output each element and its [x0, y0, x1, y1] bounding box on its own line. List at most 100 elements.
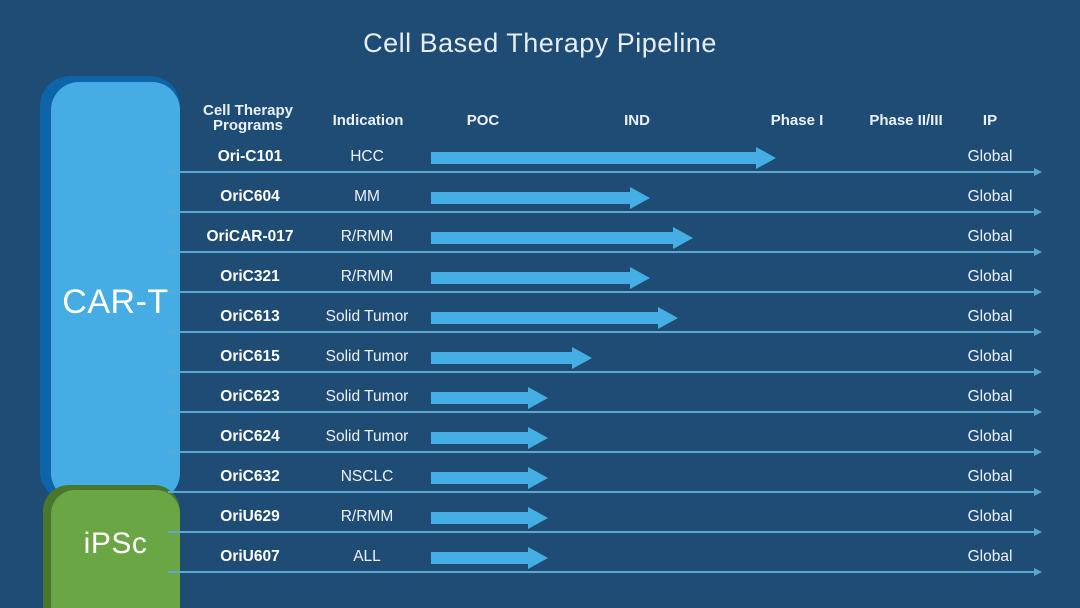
ip-scope-label: Global	[967, 308, 1013, 325]
indication-label: R/RMM	[340, 268, 394, 285]
progress-arrow-bar	[431, 192, 632, 204]
progress-arrow-bar	[431, 552, 530, 564]
pipeline-row: OriC604 MM Global	[0, 178, 1080, 218]
ipsc-group-label: iPSc	[83, 527, 148, 560]
indication-label: R/RMM	[340, 228, 394, 245]
pipeline-row: OriC615 Solid Tumor Global	[0, 338, 1080, 378]
program-name: Ori-C101	[217, 148, 283, 165]
ip-scope-label: Global	[967, 548, 1013, 565]
row-separator-line	[168, 327, 1042, 336]
indication-label: Solid Tumor	[325, 428, 409, 445]
indication-label: Solid Tumor	[325, 308, 409, 325]
progress-arrow-bar	[431, 312, 660, 324]
program-name: OriC632	[220, 468, 280, 485]
indication-label: R/RMM	[340, 508, 394, 525]
ip-scope-label: Global	[967, 428, 1013, 445]
progress-arrow-bar	[431, 432, 530, 444]
progress-arrow-head-icon	[673, 227, 693, 249]
row-separator-arrow-icon	[1034, 527, 1042, 536]
progress-arrow-head-icon	[528, 427, 548, 449]
column-header-programs: Cell Therapy Programs	[203, 103, 293, 133]
ip-scope-label: Global	[967, 508, 1013, 525]
indication-label: NSCLC	[340, 468, 394, 485]
indication-label: HCC	[350, 148, 384, 165]
row-separator-line	[168, 447, 1042, 456]
ip-scope-label: Global	[967, 388, 1013, 405]
progress-arrow-bar	[431, 392, 530, 404]
pipeline-row: OriCAR-017 R/RMM Global	[0, 218, 1080, 258]
ipsc-group-block	[51, 490, 180, 608]
progress-arrow-bar	[431, 232, 675, 244]
indication-label: MM	[354, 188, 380, 205]
row-separator-arrow-icon	[1034, 487, 1042, 496]
indication-label: ALL	[353, 548, 381, 565]
progress-arrow-head-icon	[528, 387, 548, 409]
row-separator-arrow-icon	[1034, 327, 1042, 336]
progress-arrow-head-icon	[630, 267, 650, 289]
column-header-ind: IND	[624, 112, 650, 129]
column-header-indication: Indication	[332, 112, 404, 129]
car-t-group-label: CAR-T	[62, 283, 169, 321]
pipeline-row: OriC632 NSCLC Global	[0, 458, 1080, 498]
column-header-ip: IP	[982, 112, 998, 129]
column-header-phase-i: Phase I	[770, 112, 824, 129]
progress-arrow-head-icon	[756, 147, 776, 169]
row-separator-line	[168, 567, 1042, 576]
column-header-phase-ii-iii: Phase II/III	[869, 112, 943, 129]
indication-label: Solid Tumor	[325, 348, 409, 365]
car-t-group-block	[51, 82, 180, 501]
column-header-poc: POC	[466, 112, 500, 129]
pipeline-row: OriC623 Solid Tumor Global	[0, 378, 1080, 418]
program-name: OriC615	[220, 348, 280, 365]
row-separator-line	[168, 367, 1042, 376]
row-separator-line	[168, 487, 1042, 496]
program-name: OriC613	[220, 308, 280, 325]
ip-scope-label: Global	[967, 228, 1013, 245]
row-separator-arrow-icon	[1034, 447, 1042, 456]
row-separator-arrow-icon	[1034, 287, 1042, 296]
program-name: OriC624	[220, 428, 280, 445]
progress-arrow-head-icon	[528, 467, 548, 489]
row-separator-arrow-icon	[1034, 567, 1042, 576]
ip-scope-label: Global	[967, 468, 1013, 485]
progress-arrow-bar	[431, 272, 632, 284]
pipeline-row: OriU607 ALL Global	[0, 538, 1080, 578]
page-title: Cell Based Therapy Pipeline	[363, 28, 717, 58]
row-separator-arrow-icon	[1034, 407, 1042, 416]
progress-arrow-bar	[431, 472, 530, 484]
column-header-programs-line1: Cell Therapy	[202, 102, 294, 119]
progress-arrow-head-icon	[528, 507, 548, 529]
program-name: OriCAR-017	[206, 228, 294, 245]
pipeline-row: OriU629 R/RMM Global	[0, 498, 1080, 538]
program-name: OriC321	[220, 268, 280, 285]
progress-arrow-bar	[431, 512, 530, 524]
pipeline-row: OriC613 Solid Tumor Global	[0, 298, 1080, 338]
progress-arrow-head-icon	[572, 347, 592, 369]
row-separator-arrow-icon	[1034, 167, 1042, 176]
pipeline-row: OriC321 R/RMM Global	[0, 258, 1080, 298]
ip-scope-label: Global	[967, 348, 1013, 365]
program-name: OriU629	[220, 508, 280, 525]
row-separator-line	[168, 167, 1042, 176]
ip-scope-label: Global	[967, 148, 1013, 165]
row-separator-arrow-icon	[1034, 207, 1042, 216]
row-separator-line	[168, 287, 1042, 296]
program-name: OriC623	[220, 388, 280, 405]
program-name: OriC604	[220, 188, 280, 205]
progress-arrow-head-icon	[630, 187, 650, 209]
pipeline-row: Ori-C101 HCC Global	[0, 138, 1080, 178]
indication-label: Solid Tumor	[325, 388, 409, 405]
progress-arrow-bar	[431, 152, 758, 164]
ip-scope-label: Global	[967, 188, 1013, 205]
row-separator-line	[168, 527, 1042, 536]
row-separator-arrow-icon	[1034, 367, 1042, 376]
pipeline-row: OriC624 Solid Tumor Global	[0, 418, 1080, 458]
progress-arrow-head-icon	[528, 547, 548, 569]
program-name: OriU607	[220, 548, 280, 565]
row-separator-arrow-icon	[1034, 247, 1042, 256]
row-separator-line	[168, 407, 1042, 416]
progress-arrow-bar	[431, 352, 574, 364]
ip-scope-label: Global	[967, 268, 1013, 285]
row-separator-line	[168, 207, 1042, 216]
